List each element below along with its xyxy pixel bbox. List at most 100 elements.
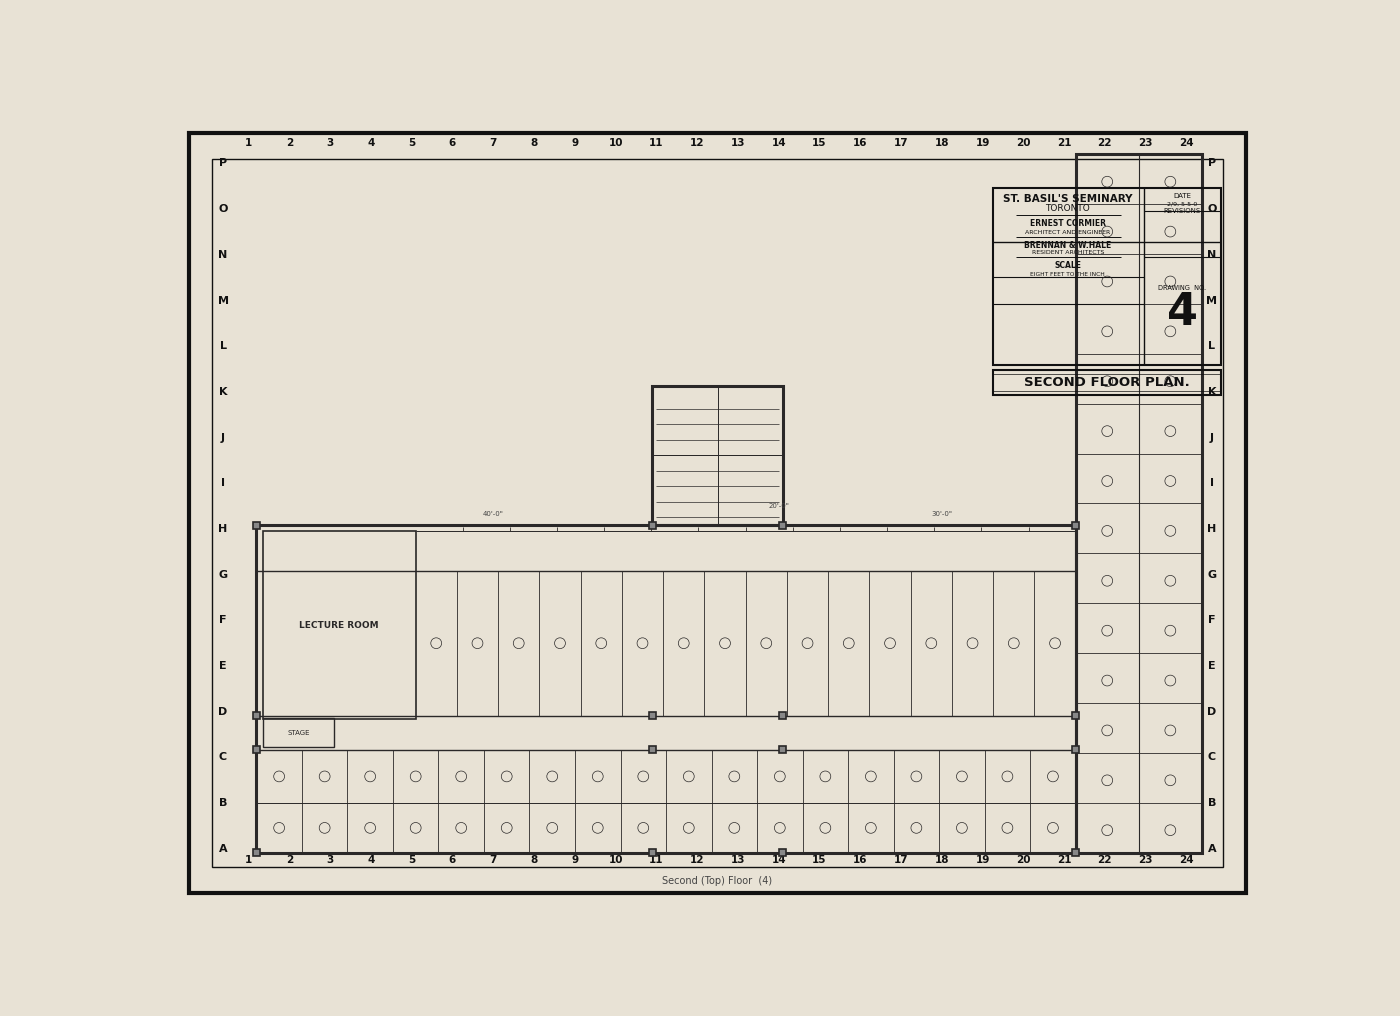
Text: ERNEST CORMIER: ERNEST CORMIER xyxy=(1030,219,1106,228)
Text: N: N xyxy=(218,250,228,260)
Bar xyxy=(253,849,260,856)
Text: 30'-0": 30'-0" xyxy=(931,511,952,516)
Text: M: M xyxy=(1207,296,1218,306)
Text: 3: 3 xyxy=(326,855,333,866)
Text: 9: 9 xyxy=(571,138,578,148)
Text: TORONTO: TORONTO xyxy=(1046,204,1091,213)
Text: J: J xyxy=(1210,433,1214,443)
Text: N: N xyxy=(1207,250,1217,260)
Text: DATE: DATE xyxy=(1173,193,1191,199)
Text: A: A xyxy=(1208,844,1217,853)
Text: Second (Top) Floor  (4): Second (Top) Floor (4) xyxy=(662,876,773,886)
Text: 9: 9 xyxy=(571,855,578,866)
Text: 7: 7 xyxy=(490,855,497,866)
Text: 16: 16 xyxy=(853,138,868,148)
Bar xyxy=(256,525,1075,852)
Text: A: A xyxy=(218,844,227,853)
Text: 2/9, 5-5-0: 2/9, 5-5-0 xyxy=(1168,201,1197,206)
Text: I: I xyxy=(1210,479,1214,489)
Text: L: L xyxy=(1208,341,1215,352)
Bar xyxy=(263,531,416,719)
Text: F: F xyxy=(220,616,227,626)
Text: E: E xyxy=(220,661,227,671)
Text: M: M xyxy=(217,296,228,306)
Bar xyxy=(993,188,1221,365)
Text: 4: 4 xyxy=(367,855,375,866)
Bar xyxy=(1072,521,1079,528)
Text: D: D xyxy=(218,707,228,716)
Text: J: J xyxy=(221,433,225,443)
Text: 11: 11 xyxy=(650,138,664,148)
Text: 24: 24 xyxy=(1179,855,1194,866)
Text: 6: 6 xyxy=(449,138,456,148)
Text: BRENNAN & W.HALE: BRENNAN & W.HALE xyxy=(1025,241,1112,250)
Text: K: K xyxy=(1208,387,1217,397)
Text: G: G xyxy=(218,570,228,580)
Bar xyxy=(650,712,657,719)
Text: SCALE: SCALE xyxy=(1054,261,1081,269)
Bar xyxy=(650,747,657,753)
Text: SECOND FLOOR PLAN.: SECOND FLOOR PLAN. xyxy=(1023,376,1190,389)
Bar xyxy=(778,521,785,528)
Text: 21: 21 xyxy=(1057,855,1071,866)
Text: 15: 15 xyxy=(812,855,826,866)
Text: REVISIONS: REVISIONS xyxy=(1163,208,1201,214)
Text: 13: 13 xyxy=(731,138,745,148)
Text: 2: 2 xyxy=(286,855,293,866)
Text: 8: 8 xyxy=(531,138,538,148)
Text: 22: 22 xyxy=(1098,138,1112,148)
Text: 20: 20 xyxy=(1016,138,1030,148)
Text: C: C xyxy=(218,753,227,762)
Text: H: H xyxy=(218,524,228,534)
Text: 12: 12 xyxy=(690,855,704,866)
Text: O: O xyxy=(218,204,228,214)
Text: 23: 23 xyxy=(1138,138,1152,148)
Text: G: G xyxy=(1207,570,1217,580)
Text: 10: 10 xyxy=(609,138,623,148)
Bar xyxy=(650,849,657,856)
Text: 3: 3 xyxy=(326,138,333,148)
Text: 17: 17 xyxy=(893,138,909,148)
Text: 2: 2 xyxy=(286,138,293,148)
Text: O: O xyxy=(1207,204,1217,214)
Text: DRAWING  NO.: DRAWING NO. xyxy=(1158,285,1207,292)
Text: 4: 4 xyxy=(367,138,375,148)
Bar xyxy=(652,386,783,525)
Text: 12: 12 xyxy=(690,138,704,148)
Text: 19: 19 xyxy=(976,138,990,148)
Text: 5: 5 xyxy=(407,138,416,148)
Text: 1: 1 xyxy=(245,855,252,866)
Text: 22: 22 xyxy=(1098,855,1112,866)
Text: 13: 13 xyxy=(731,855,745,866)
Text: 4: 4 xyxy=(1168,292,1198,334)
Bar xyxy=(1072,849,1079,856)
Bar xyxy=(1072,747,1079,753)
Bar xyxy=(253,747,260,753)
Bar xyxy=(778,712,785,719)
Text: H: H xyxy=(1207,524,1217,534)
Text: 19: 19 xyxy=(976,855,990,866)
Bar xyxy=(778,747,785,753)
Text: L: L xyxy=(220,341,227,352)
Bar xyxy=(253,521,260,528)
Text: E: E xyxy=(1208,661,1215,671)
Text: C: C xyxy=(1208,753,1217,762)
Text: I: I xyxy=(221,479,225,489)
Bar xyxy=(1072,712,1079,719)
Text: STAGE: STAGE xyxy=(287,729,309,736)
Text: F: F xyxy=(1208,616,1215,626)
Text: 6: 6 xyxy=(449,855,456,866)
Text: 7: 7 xyxy=(490,138,497,148)
Text: 5: 5 xyxy=(407,855,416,866)
Text: P: P xyxy=(218,158,227,169)
Text: 24: 24 xyxy=(1179,138,1194,148)
Text: 15: 15 xyxy=(812,138,826,148)
Bar xyxy=(650,521,657,528)
Text: 8: 8 xyxy=(531,855,538,866)
Text: K: K xyxy=(218,387,227,397)
Text: 17: 17 xyxy=(893,855,909,866)
Bar xyxy=(1075,154,1201,852)
Text: 14: 14 xyxy=(771,855,785,866)
Text: RESIDENT ARCHITECTS: RESIDENT ARCHITECTS xyxy=(1032,250,1105,255)
Text: LECTURE ROOM: LECTURE ROOM xyxy=(300,621,379,630)
